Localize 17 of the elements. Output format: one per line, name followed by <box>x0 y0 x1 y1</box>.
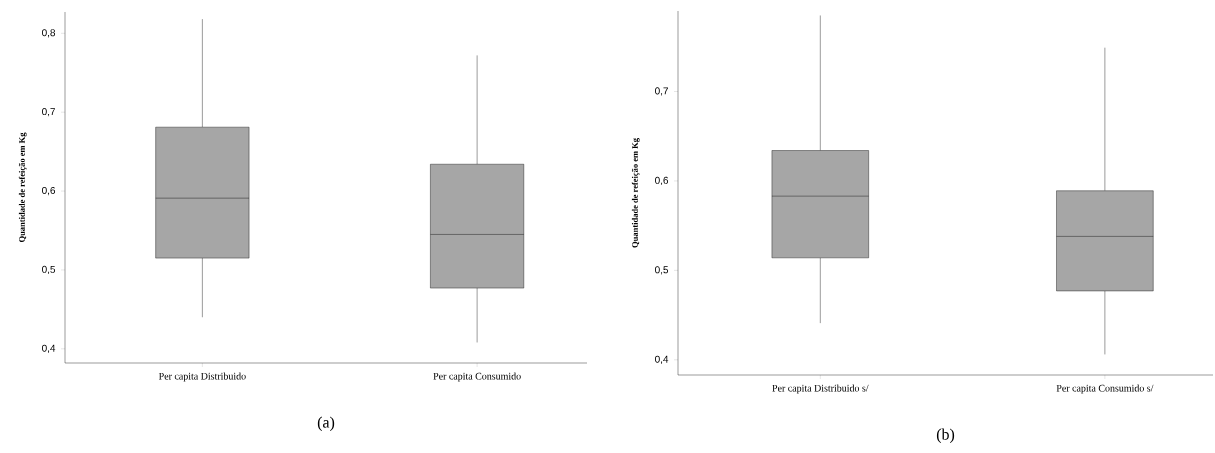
y-tick-label: 0,5 <box>655 266 669 275</box>
x-tick-label: Per capita Distribuido s/ <box>772 384 869 394</box>
y-tick-label: 0,5 <box>42 265 56 275</box>
y-tick-label: 0,4 <box>42 344 56 353</box>
x-tick-label: Per capita Consumido <box>433 372 521 382</box>
y-tick-label: 0,6 <box>42 186 56 196</box>
y-tick-label: 0,8 <box>42 29 56 38</box>
text: (a) <box>317 416 335 431</box>
text: (b) <box>936 428 955 443</box>
y-axis-title: Quantidade de refeição em Kg <box>18 132 27 243</box>
y-tick-label: 0,6 <box>655 176 669 186</box>
y-tick-label: 0,7 <box>42 108 55 117</box>
x-tick-label: Per capita Distribuido <box>158 372 246 382</box>
y-tick-label: 0,4 <box>655 355 669 364</box>
x-tick-label: Per capita Consumido s/ <box>1056 384 1154 394</box>
y-axis-title: Quantidade de refeição em Kg <box>631 138 640 248</box>
y-tick-label: 0,7 <box>655 87 668 96</box>
